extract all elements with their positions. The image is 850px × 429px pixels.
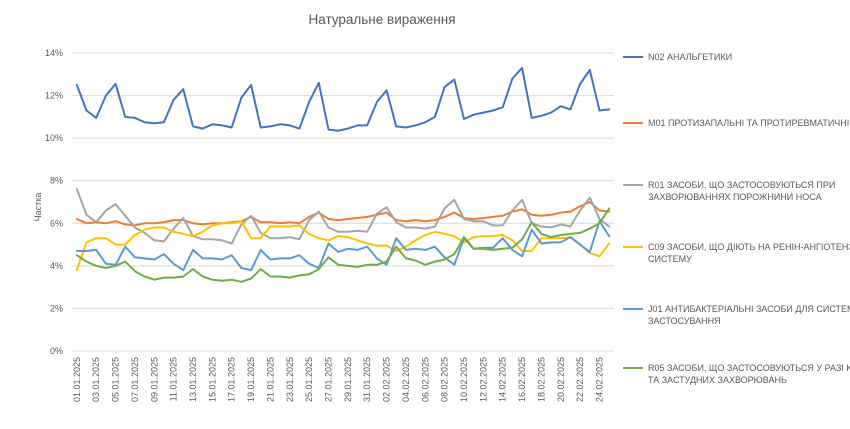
y-tick-label: 8% — [50, 176, 63, 186]
legend-label: R01 ЗАСОБИ, ЩО ЗАСТОСОВУЮТЬСЯ ПРИ — [648, 180, 835, 190]
chart-title: Натуральне вираження — [308, 12, 455, 27]
x-tick-label: 27.01.2025 — [323, 357, 333, 402]
x-tick-label: 20.02.2025 — [556, 357, 566, 402]
x-tick-label: 21.01.2025 — [265, 357, 275, 402]
x-tick-label: 31.01.2025 — [362, 357, 372, 402]
x-tick-label: 03.01.2025 — [91, 357, 101, 402]
x-tick-label: 08.02.2025 — [440, 357, 450, 402]
legend-label: R05 ЗАСОБИ, ЩО ЗАСТОСОВУЮТЬСЯ У РАЗІ КАШ… — [648, 363, 850, 373]
x-tick-label: 16.02.2025 — [517, 357, 527, 402]
series-line-r05 — [75, 207, 611, 283]
x-tick-label: 19.01.2025 — [246, 357, 256, 402]
series-line-j01 — [75, 220, 611, 272]
x-tick-label: 01.01.2025 — [72, 357, 82, 402]
x-tick-label: 22.02.2025 — [575, 357, 585, 402]
y-tick-label: 14% — [45, 48, 63, 58]
y-tick-label: 12% — [45, 91, 63, 101]
x-tick-label: 17.01.2025 — [227, 357, 237, 402]
series-lines — [75, 66, 611, 283]
legend-label: C09 ЗАСОБИ, ЩО ДІЮТЬ НА РЕНІН-АНГІОТЕНЗИ… — [648, 242, 850, 252]
y-tick-label: 0% — [50, 346, 63, 356]
x-tick-label: 23.01.2025 — [285, 357, 295, 402]
legend-label: J01 АНТИБАКТЕРІАЛЬНІ ЗАСОБИ ДЛЯ СИСТЕМНО… — [648, 304, 850, 314]
x-tick-label: 12.02.2025 — [478, 357, 488, 402]
x-tick-label: 07.01.2025 — [130, 357, 140, 402]
x-tick-label: 11.01.2025 — [169, 357, 179, 401]
y-tick-label: 4% — [50, 261, 63, 271]
x-tick-label: 02.02.2025 — [382, 357, 392, 402]
x-tick-label: 06.02.2025 — [420, 357, 430, 402]
legend-label: СИСТЕМУ — [648, 254, 692, 264]
legend-label: ЗАХВОРЮВАННЯХ ПОРОЖНИНИ НОСА — [648, 192, 822, 202]
legend-label: N02 АНАЛЬГЕТИКИ — [648, 52, 732, 62]
x-tick-label: 09.01.2025 — [149, 357, 159, 402]
x-tick-label: 14.02.2025 — [498, 357, 508, 402]
legend: N02 АНАЛЬГЕТИКИ M01 ПРОТИЗАПАЛЬНІ ТА ПРОТ… — [623, 52, 850, 385]
legend-label: M01 ПРОТИЗАПАЛЬНІ ТА ПРОТИРЕВМАТИЧНІ ЗАС… — [648, 118, 850, 128]
x-tick-label: 18.02.2025 — [536, 357, 546, 402]
x-tick-label: 29.01.2025 — [343, 357, 353, 402]
x-axis-ticks: 01.01.2025 03.01.2025 05.01.2025 07.01.2025… — [72, 357, 605, 402]
y-tick-label: 10% — [45, 133, 63, 143]
x-tick-label: 13.01.2025 — [188, 357, 198, 402]
x-tick-label: 04.02.2025 — [401, 357, 411, 402]
x-tick-label: 05.01.2025 — [111, 357, 121, 402]
legend-label: ЗАСТОСУВАННЯ — [648, 316, 721, 326]
gridlines — [72, 52, 614, 352]
y-tick-label: 6% — [50, 218, 63, 228]
series-line-m01 — [75, 201, 611, 227]
x-tick-label: 25.01.2025 — [304, 357, 314, 402]
y-axis-label: Частка — [33, 193, 43, 222]
series-line-c09 — [75, 220, 611, 272]
legend-label: ТА ЗАСТУДНИХ ЗАХВОРЮВАНЬ — [648, 375, 787, 385]
series-line-r01 — [75, 188, 611, 245]
y-axis-ticks: 0% 2% 4% 6% 8% 10% 12% 14% — [45, 48, 63, 356]
x-tick-label: 10.02.2025 — [459, 357, 469, 402]
x-tick-label: 24.02.2025 — [594, 357, 604, 402]
x-tick-label: 15.01.2025 — [207, 357, 217, 402]
series-line-n02 — [75, 66, 611, 132]
y-tick-label: 2% — [50, 303, 63, 313]
